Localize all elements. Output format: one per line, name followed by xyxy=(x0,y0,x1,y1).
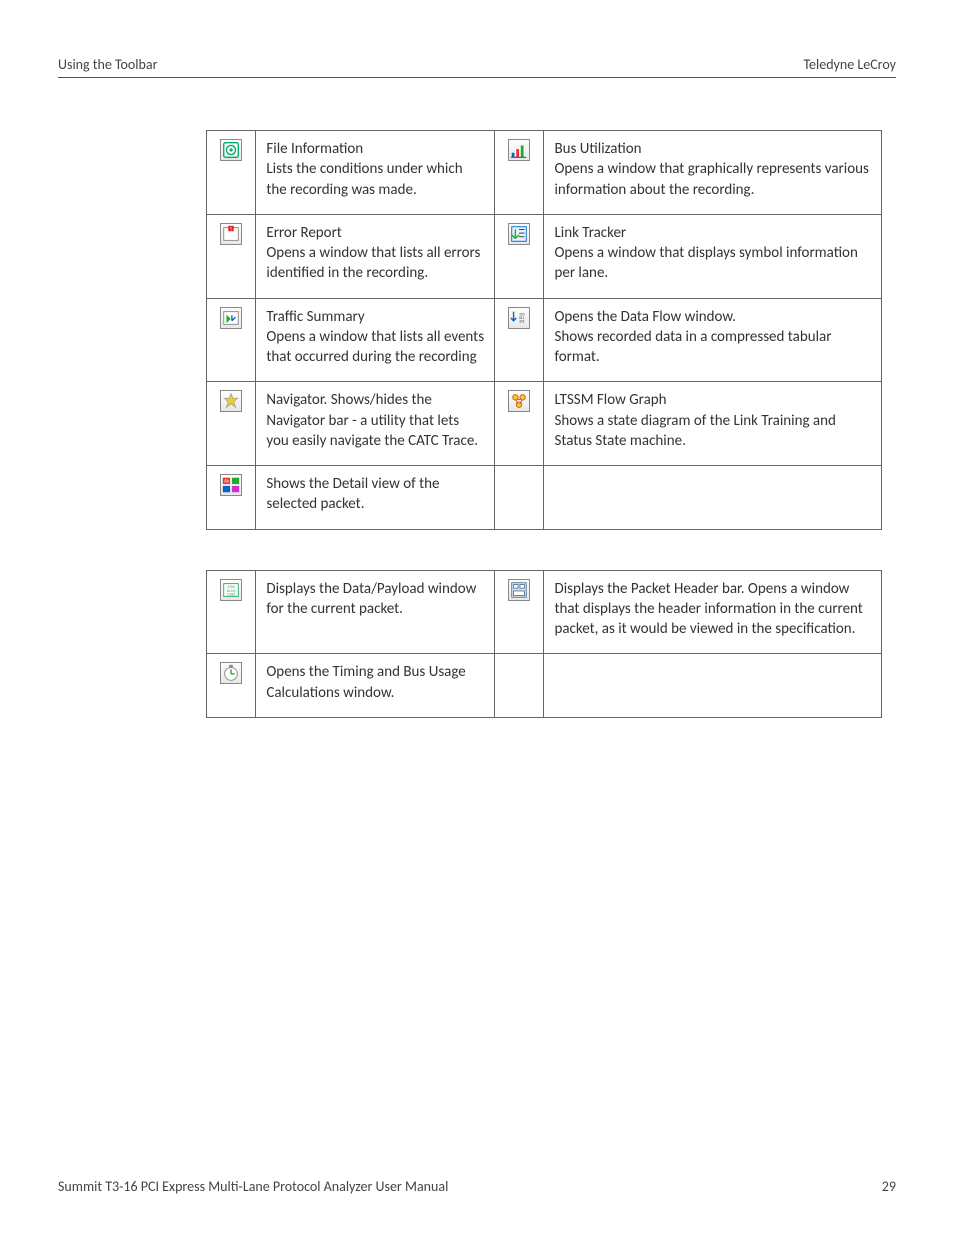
ltssm-icon[interactable] xyxy=(508,390,530,412)
toolbar-table-2: 01001011011001 Displays the Data/Payload … xyxy=(206,570,882,718)
description-cell: Displays the Data/Payload window for the… xyxy=(256,570,495,654)
navigator-icon[interactable] xyxy=(220,390,242,412)
bus-util-icon[interactable] xyxy=(508,139,530,161)
content: File InformationLists the conditions und… xyxy=(206,130,882,718)
description-cell: Link TrackerOpens a window that displays… xyxy=(544,214,882,298)
page-header: Using the Toolbar Teledyne LeCroy xyxy=(58,56,896,78)
description-cell: File InformationLists the conditions und… xyxy=(256,131,495,215)
icon-cell xyxy=(207,382,256,466)
icon-cell xyxy=(495,466,544,530)
svg-text:11001: 11001 xyxy=(227,592,236,596)
icon-cell xyxy=(495,131,544,215)
packet-header-icon[interactable] xyxy=(508,579,530,601)
data-payload-icon[interactable]: 01001011011001 xyxy=(220,579,242,601)
description-cell: Shows the Detail view of the selected pa… xyxy=(256,466,495,530)
icon-cell xyxy=(207,654,256,718)
table-row: 01001011011001 Displays the Data/Payload … xyxy=(207,570,882,654)
file-info-icon[interactable] xyxy=(220,139,242,161)
icon-cell: ! xyxy=(207,214,256,298)
icon-cell xyxy=(495,654,544,718)
table-row: Ab Shows the Detail view of the selected … xyxy=(207,466,882,530)
icon-cell xyxy=(207,131,256,215)
description-cell xyxy=(544,466,882,530)
description-cell: Displays the Packet Header bar. Opens a … xyxy=(544,570,882,654)
icon-cell: Ab xyxy=(207,466,256,530)
icon-cell: 110011101 xyxy=(495,298,544,382)
svg-text:101: 101 xyxy=(519,319,525,323)
toolbar-table-1: File InformationLists the conditions und… xyxy=(206,130,882,530)
page-footer: Summit T3-16 PCI Express Multi-Lane Prot… xyxy=(58,1178,896,1195)
table-row: File InformationLists the conditions und… xyxy=(207,131,882,215)
description-cell: Navigator. Shows/hides the Navigator bar… xyxy=(256,382,495,466)
timing-icon[interactable] xyxy=(220,662,242,684)
description-cell: Opens the Timing and Bus Usage Calculati… xyxy=(256,654,495,718)
table-row: ! Error ReportOpens a window that lists a… xyxy=(207,214,882,298)
description-cell: LTSSM Flow GraphShows a state diagram of… xyxy=(544,382,882,466)
table-row: Navigator. Shows/hides the Navigator bar… xyxy=(207,382,882,466)
svg-text:!: ! xyxy=(230,226,232,232)
description-cell: Opens the Data Flow window.Shows recorde… xyxy=(544,298,882,382)
icon-cell xyxy=(495,570,544,654)
description-cell: Traffic SummaryOpens a window that lists… xyxy=(256,298,495,382)
footer-left: Summit T3-16 PCI Express Multi-Lane Prot… xyxy=(58,1178,448,1195)
icon-cell xyxy=(207,298,256,382)
header-left: Using the Toolbar xyxy=(58,56,157,73)
traffic-sum-icon[interactable] xyxy=(220,307,242,329)
footer-page-number: 29 xyxy=(882,1178,896,1195)
link-tracker-icon[interactable] xyxy=(508,223,530,245)
icon-cell: 01001011011001 xyxy=(207,570,256,654)
svg-text:Ab: Ab xyxy=(224,479,230,484)
data-flow-icon[interactable]: 110011101 xyxy=(508,307,530,329)
header-right: Teledyne LeCroy xyxy=(803,56,896,73)
table-row: Traffic SummaryOpens a window that lists… xyxy=(207,298,882,382)
description-cell xyxy=(544,654,882,718)
description-cell: Bus UtilizationOpens a window that graph… xyxy=(544,131,882,215)
error-report-icon[interactable]: ! xyxy=(220,223,242,245)
table-row: Opens the Timing and Bus Usage Calculati… xyxy=(207,654,882,718)
description-cell: Error ReportOpens a window that lists al… xyxy=(256,214,495,298)
icon-cell xyxy=(495,382,544,466)
detail-view-icon[interactable]: Ab xyxy=(220,474,242,496)
icon-cell xyxy=(495,214,544,298)
